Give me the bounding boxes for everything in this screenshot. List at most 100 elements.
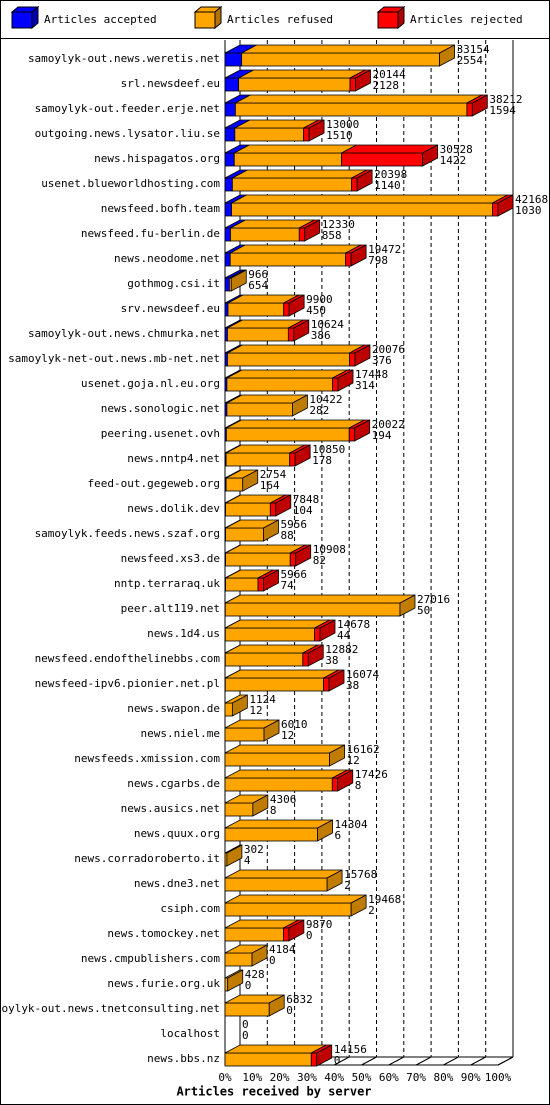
accepted-label: 4 (244, 854, 251, 867)
bar-front (224, 627, 315, 642)
bar-segment (241, 44, 455, 67)
total-label: 9900 (306, 293, 333, 306)
accepted-label: 2 (344, 879, 351, 892)
bar-side (288, 919, 305, 942)
bar-front (351, 177, 358, 192)
total-label: 6832 (286, 993, 313, 1006)
bar-side (471, 94, 488, 117)
category-label: feed-out.gegeweb.org (88, 477, 220, 490)
bar-segment (224, 819, 333, 842)
accepted-label: 82 (313, 554, 326, 567)
bar-side (422, 144, 439, 167)
bar-segment (234, 119, 319, 142)
category-label: samoylyk-out.news.chmurka.net (28, 327, 220, 340)
bar-top (232, 169, 367, 179)
accepted-label: 178 (312, 454, 332, 467)
legend-item: Articles rejected (376, 5, 523, 30)
bar-front (225, 552, 291, 567)
accepted-label: 8 (270, 804, 277, 817)
total-label: 7848 (293, 493, 320, 506)
bar-front (224, 877, 328, 892)
bar-segment (227, 294, 299, 317)
x-tick-label: 30% (297, 1071, 317, 1084)
bar-front (231, 177, 353, 192)
category-label: news.cgarbs.de (127, 777, 220, 790)
category-label: newsfeeds.xmission.com (74, 752, 220, 765)
bar-front (225, 477, 244, 492)
bar-side (307, 644, 324, 667)
bar-segment (227, 344, 365, 367)
bar-side (329, 744, 345, 767)
category-label: news.swapon.de (127, 702, 220, 715)
accepted-label: 6 (335, 829, 342, 842)
category-label: news.dolik.dev (127, 502, 220, 515)
bar-top (224, 769, 348, 779)
bar-top (224, 869, 343, 879)
accepted-label: 798 (368, 254, 388, 267)
bar-front (269, 502, 277, 517)
bar-front (224, 77, 240, 92)
category-label: news.cmpublishers.com (81, 952, 220, 965)
bar-front (224, 602, 401, 617)
category-label: srl.newsdeef.eu (121, 77, 220, 90)
total-label: 10422 (309, 393, 342, 406)
bar-front (234, 102, 468, 117)
bar-side (304, 219, 321, 242)
total-label: 0 (242, 1018, 249, 1031)
total-label: 5956 (280, 518, 307, 531)
bar-side (355, 69, 371, 92)
bar-front (224, 102, 236, 117)
bar-side (263, 519, 279, 542)
bar-front (224, 227, 231, 242)
total-label: 20144 (372, 68, 405, 81)
bar-front (227, 352, 350, 367)
bar-front (241, 52, 440, 67)
bar-side (308, 119, 325, 142)
category-label: samoylyk.feeds.news.szaf.org (35, 527, 220, 540)
accepted-label: 12 (281, 729, 294, 742)
bar-front (224, 827, 318, 842)
accepted-label: 74 (280, 579, 294, 592)
bar-side (326, 869, 343, 892)
tick-mark (333, 1056, 350, 1066)
bar-segment (230, 219, 315, 242)
category-label: localhost (160, 1027, 220, 1040)
bar-front (298, 227, 306, 242)
bar-side (242, 469, 259, 492)
bar-side (328, 669, 345, 692)
bar-segment (225, 419, 365, 442)
bar-front (349, 352, 356, 367)
bar-top (226, 419, 365, 429)
legend-label: Articles accepted (44, 13, 157, 26)
total-label: 33154 (457, 43, 490, 56)
category-label: news.niel.me (141, 727, 220, 740)
accepted-label: 2128 (372, 79, 399, 92)
bar-top (225, 644, 318, 654)
bar-side (439, 44, 455, 67)
x-tick-label: 90% (461, 1071, 481, 1084)
total-label: 428 (245, 968, 265, 981)
bar-side (337, 769, 354, 792)
total-label: 16162 (347, 743, 380, 756)
bar-front (224, 977, 229, 992)
bar-segment (224, 744, 345, 767)
category-label: news.furie.org.uk (107, 977, 220, 990)
legend-swatch-side (214, 5, 222, 30)
category-label: news.corradoroberto.it (74, 852, 220, 865)
total-label: 14678 (337, 618, 370, 631)
bar-front (224, 927, 284, 942)
bar-segment (226, 394, 308, 417)
accepted-label: 858 (322, 229, 342, 242)
bar-front (225, 527, 264, 542)
accepted-label: 164 (260, 479, 280, 492)
bar-front (234, 127, 305, 142)
legend-item: Articles accepted (10, 5, 157, 30)
total-label: 9870 (306, 918, 333, 931)
total-label: 20076 (372, 343, 405, 356)
accepted-label: 1510 (326, 129, 353, 142)
tick-mark (443, 1056, 459, 1066)
bar-top (224, 744, 345, 754)
bar-segment (225, 494, 286, 517)
bar-front (224, 252, 231, 267)
tick-mark (470, 1056, 486, 1066)
